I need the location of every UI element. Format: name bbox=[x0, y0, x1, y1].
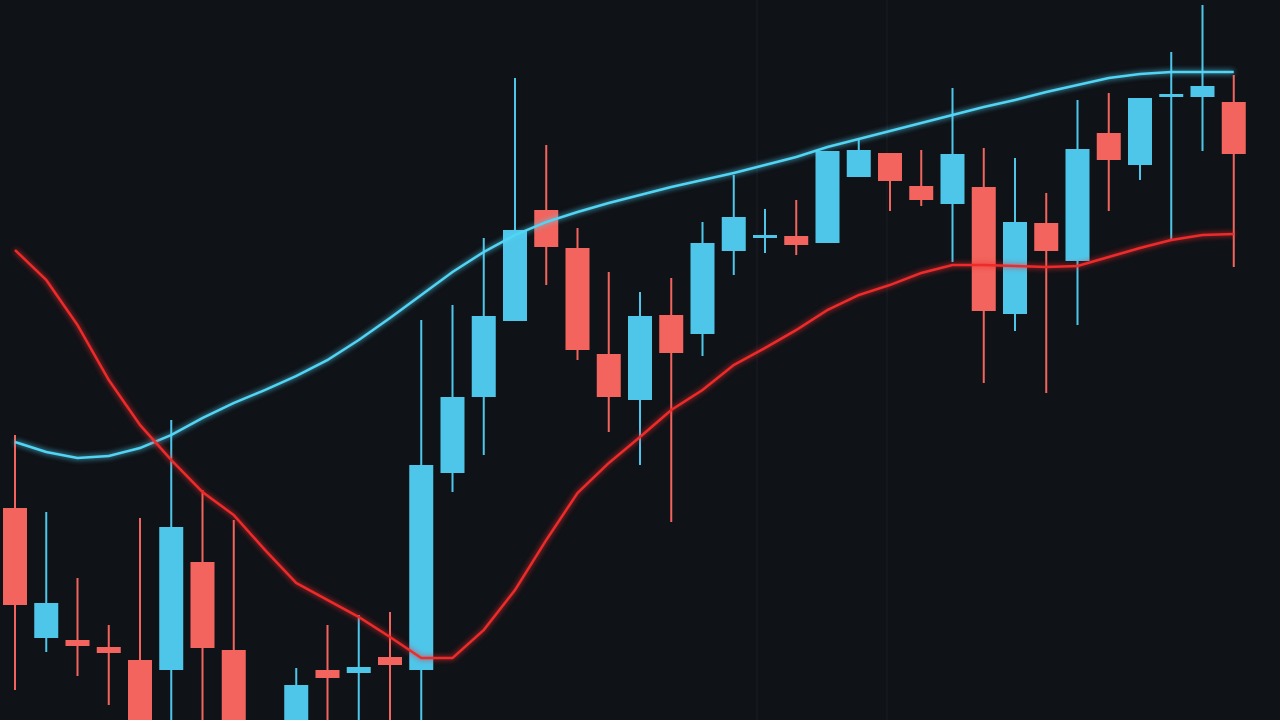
candle-body bbox=[315, 670, 340, 678]
candle-body bbox=[1159, 94, 1184, 97]
candle-body bbox=[690, 243, 715, 334]
candle-body bbox=[284, 685, 309, 720]
candle-body bbox=[565, 248, 590, 350]
candle-body bbox=[471, 316, 496, 397]
candle-body bbox=[190, 562, 215, 648]
candle-body bbox=[971, 187, 996, 311]
candle-body bbox=[1221, 102, 1246, 154]
candle-body bbox=[3, 508, 27, 605]
candle-body bbox=[534, 210, 559, 247]
candle-body bbox=[784, 236, 809, 245]
candle-body bbox=[940, 154, 965, 204]
candle-body bbox=[34, 603, 59, 638]
moving-average-line bbox=[14, 70, 1234, 460]
candle-body bbox=[378, 657, 402, 665]
candle-body bbox=[596, 354, 621, 397]
candle-body bbox=[1065, 149, 1090, 261]
candle-body bbox=[659, 315, 684, 353]
candle-body bbox=[346, 667, 371, 673]
candle-body bbox=[96, 647, 121, 653]
candle-body bbox=[721, 217, 746, 251]
candle-body bbox=[221, 650, 246, 720]
candle-body bbox=[909, 186, 934, 200]
candle-body bbox=[1003, 222, 1027, 314]
candle-body bbox=[503, 230, 527, 321]
candle-body bbox=[440, 397, 465, 473]
candle-body bbox=[159, 527, 184, 670]
candle-body bbox=[815, 151, 840, 243]
candle-body bbox=[878, 153, 902, 181]
candle-body bbox=[128, 660, 152, 720]
candle-body bbox=[65, 640, 90, 646]
candle-body bbox=[1096, 133, 1121, 160]
candle-body bbox=[628, 316, 652, 400]
candle-body bbox=[1128, 98, 1152, 165]
moving-average-line bbox=[14, 232, 1234, 660]
candle-body bbox=[753, 235, 777, 238]
candle-body bbox=[1190, 86, 1215, 97]
candle-body bbox=[846, 150, 871, 177]
candle-body bbox=[409, 465, 434, 670]
candle-body bbox=[1034, 223, 1059, 251]
